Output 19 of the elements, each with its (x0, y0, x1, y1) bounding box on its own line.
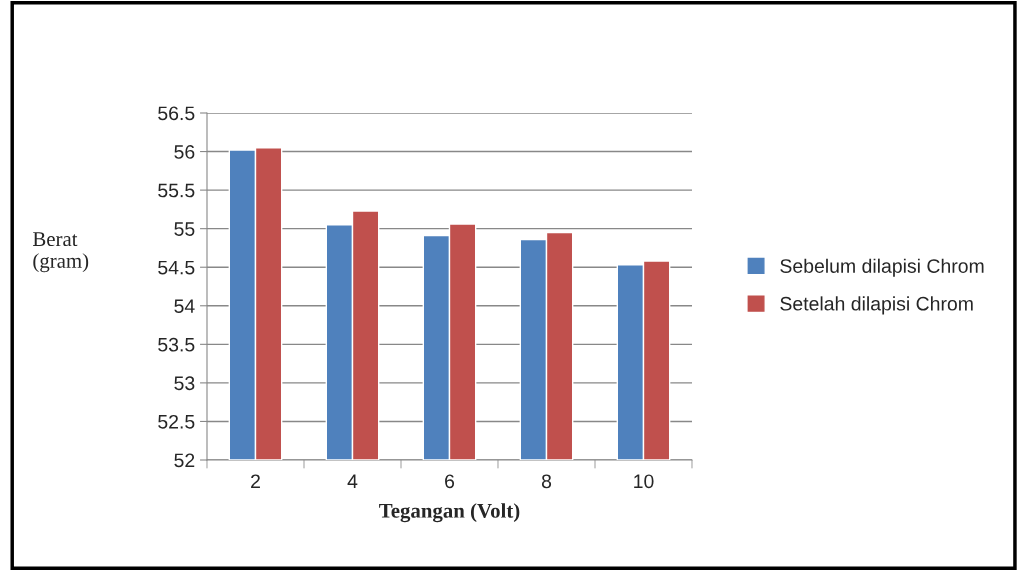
legend-label: Sebelum dilapisi Chrom (780, 258, 984, 277)
y-tick-label: 52.5 (158, 414, 195, 429)
y-axis-title: Berat (gram) (33, 232, 89, 273)
y-tick-label: 52 (174, 453, 195, 468)
y-tick-label: 54 (174, 299, 195, 314)
x-tick-label: 2 (251, 474, 260, 488)
legend-label: Setelah dilapisi Chrom (780, 296, 973, 315)
y-tick-label: 56.5 (158, 106, 195, 121)
x-tick-label: 8 (541, 474, 552, 489)
y-tick-label: 53 (174, 376, 195, 391)
x-tick-label: 4 (347, 474, 358, 488)
y-tick-label: 55 (174, 222, 195, 236)
x-axis-title: Tegangan (Volt) (379, 503, 520, 523)
y-tick-label: 55.5 (158, 183, 195, 198)
y-tick-label: 53.5 (158, 337, 195, 352)
x-tick-label: 6 (445, 474, 455, 489)
y-tick-label: 56 (174, 145, 195, 159)
y-tick-label: 54.5 (158, 260, 195, 275)
x-tick-label: 10 (634, 474, 654, 489)
